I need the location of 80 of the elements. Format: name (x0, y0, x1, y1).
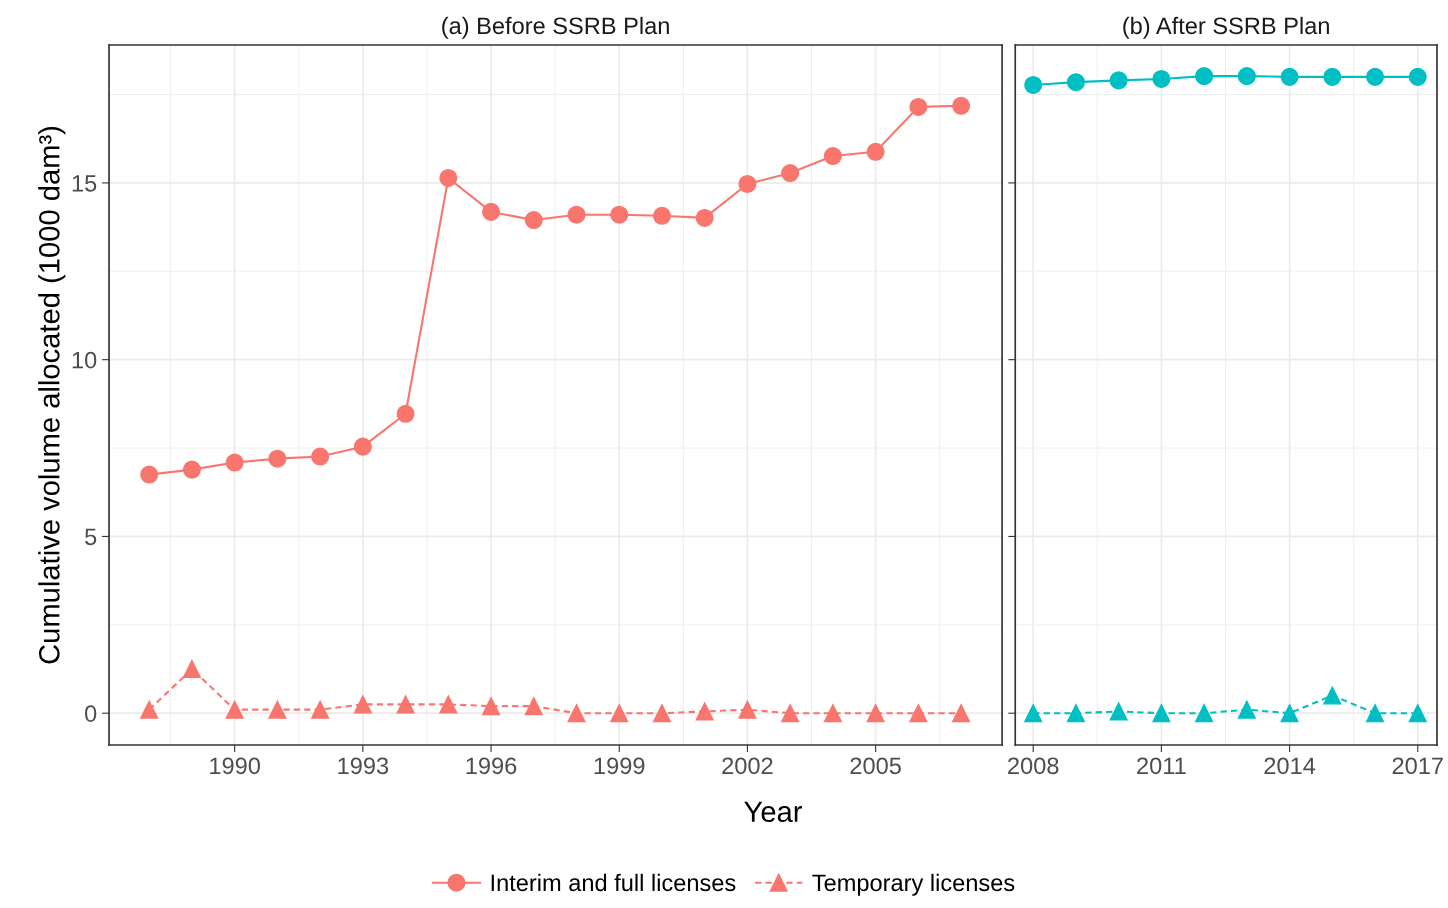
y-tick-label: 10 (72, 351, 97, 369)
point (738, 174, 757, 194)
point (311, 447, 330, 466)
point (567, 205, 586, 224)
point (1280, 67, 1299, 86)
point (866, 142, 885, 161)
point (652, 704, 671, 723)
point (866, 704, 885, 723)
y-axis-title: Cumulative volume allocated (1000 dam³) (38, 126, 66, 664)
point (268, 449, 287, 468)
point (567, 704, 586, 723)
point (610, 704, 629, 723)
point (1195, 704, 1214, 723)
x-tick-label: 2002 (722, 757, 773, 775)
point (1408, 67, 1427, 86)
legend-label: Interim and full licenses (491, 873, 736, 892)
point (823, 704, 842, 723)
point (1066, 73, 1085, 92)
point (1024, 704, 1043, 723)
point (1024, 75, 1043, 95)
point (652, 206, 671, 225)
point (1366, 704, 1385, 723)
point (182, 460, 201, 479)
point (396, 695, 415, 714)
point (140, 465, 159, 484)
point (1152, 69, 1171, 89)
point (1152, 704, 1171, 723)
x-axis-title: Year (744, 801, 803, 823)
point (1366, 67, 1385, 86)
x-tick-label: 2014 (1264, 757, 1316, 775)
x-tick-label: 1993 (338, 757, 389, 775)
point (140, 700, 159, 719)
x-tick-label: 2011 (1137, 757, 1186, 775)
x-tick-label: 2017 (1392, 757, 1443, 775)
chart-title: (b) After SSRB Plan (1123, 16, 1329, 39)
point (353, 695, 372, 714)
x-tick-label: 1990 (210, 757, 260, 775)
point (610, 205, 629, 224)
point (524, 211, 543, 230)
point (952, 96, 971, 115)
x-tick-label: 1999 (594, 757, 645, 775)
point (909, 704, 928, 723)
point (781, 704, 800, 723)
point (396, 404, 415, 423)
point (1408, 704, 1427, 723)
point (439, 168, 458, 187)
point (1323, 67, 1342, 86)
point (909, 97, 928, 116)
x-tick-label: 1996 (466, 757, 517, 775)
point (1109, 71, 1128, 90)
point (439, 695, 458, 714)
x-tick-label: 2008 (1008, 757, 1059, 775)
point (952, 704, 971, 723)
point (1280, 704, 1299, 723)
legend-label: Temporary licenses (812, 873, 1015, 896)
y-tick-label: 15 (72, 175, 97, 192)
point (1109, 702, 1128, 721)
point (482, 202, 501, 221)
point (268, 700, 287, 719)
point (823, 147, 842, 166)
point (225, 453, 244, 472)
chart-title: (a) Before SSRB Plan (442, 16, 669, 39)
point (1195, 67, 1214, 86)
y-tick-label: 0 (85, 705, 97, 722)
point (1066, 704, 1085, 723)
point (353, 437, 372, 456)
point (695, 702, 714, 721)
point (182, 659, 201, 679)
point (1237, 700, 1256, 719)
point (738, 700, 757, 719)
point (311, 700, 330, 719)
y-tick-label: 5 (85, 528, 97, 546)
x-tick-label: 2005 (850, 757, 901, 775)
point (1237, 67, 1256, 86)
point (781, 163, 800, 183)
point (225, 700, 244, 719)
point (695, 208, 714, 227)
point (1323, 686, 1342, 705)
point (482, 697, 501, 716)
point (524, 697, 543, 716)
